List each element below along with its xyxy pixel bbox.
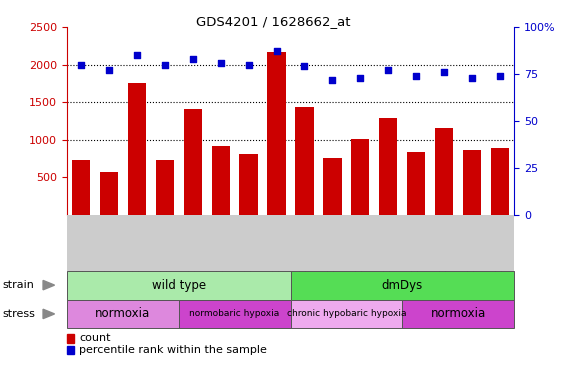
Text: normoxia: normoxia bbox=[95, 308, 150, 320]
Bar bbox=[184, 109, 202, 215]
Text: wild type: wild type bbox=[152, 279, 206, 291]
Point bbox=[440, 69, 449, 75]
Text: chronic hypobaric hypoxia: chronic hypobaric hypoxia bbox=[286, 310, 406, 318]
Bar bbox=[463, 149, 481, 215]
Point bbox=[328, 76, 337, 83]
Text: percentile rank within the sample: percentile rank within the sample bbox=[79, 345, 267, 355]
Bar bbox=[211, 146, 229, 215]
Point bbox=[216, 60, 225, 66]
Polygon shape bbox=[43, 280, 55, 290]
Bar bbox=[352, 139, 370, 215]
Bar bbox=[491, 148, 510, 215]
Point bbox=[356, 74, 365, 81]
Bar bbox=[403, 300, 514, 328]
Point bbox=[272, 48, 281, 55]
Text: strain: strain bbox=[3, 280, 35, 290]
Bar bbox=[67, 271, 290, 300]
Bar bbox=[239, 154, 257, 215]
Point bbox=[300, 63, 309, 70]
Text: dmDys: dmDys bbox=[382, 279, 423, 291]
Text: stress: stress bbox=[3, 309, 36, 319]
Bar bbox=[71, 160, 90, 215]
Bar bbox=[435, 129, 453, 215]
Bar bbox=[128, 83, 146, 215]
Bar bbox=[179, 300, 290, 328]
Bar bbox=[67, 300, 179, 328]
Point bbox=[496, 73, 505, 79]
Point bbox=[132, 52, 141, 58]
Bar bbox=[267, 53, 286, 215]
Point bbox=[188, 56, 198, 62]
Bar bbox=[156, 160, 174, 215]
Text: count: count bbox=[79, 333, 110, 343]
Bar bbox=[324, 158, 342, 215]
Bar bbox=[290, 271, 514, 300]
Bar bbox=[295, 107, 314, 215]
Bar bbox=[100, 172, 118, 215]
Bar bbox=[379, 118, 397, 215]
Polygon shape bbox=[43, 309, 55, 319]
Text: normoxia: normoxia bbox=[431, 308, 486, 320]
Point bbox=[104, 67, 113, 73]
Bar bbox=[290, 300, 403, 328]
Point bbox=[468, 74, 477, 81]
Point bbox=[383, 67, 393, 73]
Text: normobaric hypoxia: normobaric hypoxia bbox=[189, 310, 279, 318]
Point bbox=[160, 61, 169, 68]
Bar bbox=[407, 152, 425, 215]
Text: GDS4201 / 1628662_at: GDS4201 / 1628662_at bbox=[196, 15, 350, 28]
Point bbox=[76, 61, 85, 68]
Point bbox=[412, 73, 421, 79]
Point bbox=[244, 61, 253, 68]
